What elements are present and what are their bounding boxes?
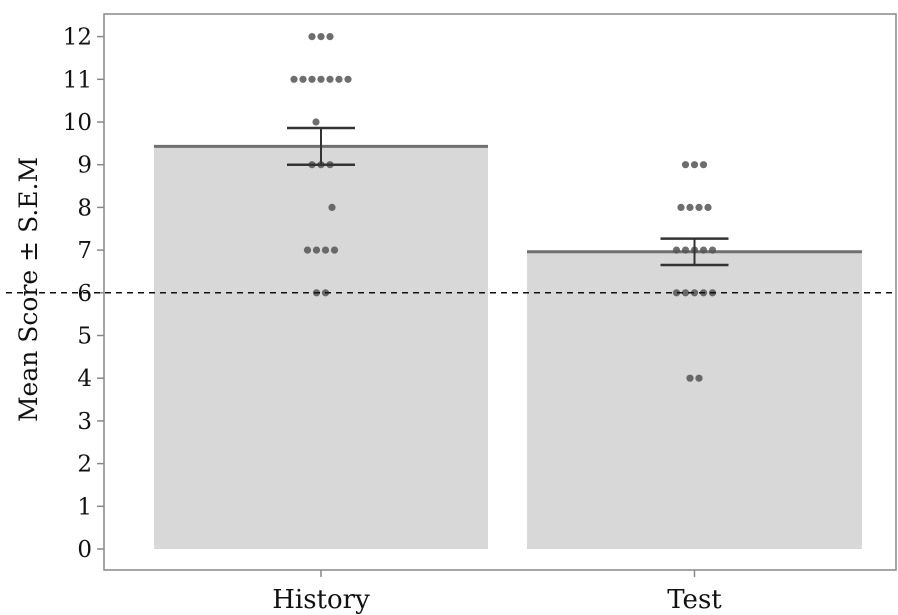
y-axis-title: Mean Score ± S.E.M bbox=[14, 157, 43, 422]
data-point bbox=[681, 289, 690, 297]
data-point bbox=[330, 246, 339, 254]
y-tick-label: 2 bbox=[77, 452, 92, 478]
y-tick-label: 12 bbox=[63, 25, 92, 51]
data-point bbox=[308, 33, 316, 41]
data-point bbox=[708, 246, 717, 254]
data-point bbox=[690, 161, 699, 169]
y-tick-label: 8 bbox=[77, 195, 92, 221]
bar-test bbox=[527, 251, 862, 550]
bar-history bbox=[154, 146, 488, 550]
y-tick-label: 1 bbox=[77, 494, 92, 520]
data-point bbox=[326, 33, 334, 41]
y-tick-label: 7 bbox=[77, 238, 92, 264]
y-tick-label: 4 bbox=[77, 366, 92, 392]
data-point bbox=[321, 246, 330, 254]
data-point bbox=[686, 203, 694, 211]
x-axis: History Test bbox=[272, 570, 722, 615]
bars bbox=[154, 144, 862, 550]
data-point bbox=[704, 203, 712, 211]
data-point bbox=[699, 161, 708, 169]
error-bars bbox=[287, 126, 729, 267]
data-point bbox=[695, 374, 703, 382]
data-point bbox=[317, 33, 325, 41]
data-point bbox=[672, 246, 681, 254]
data-point bbox=[672, 289, 681, 297]
y-tick-label: 10 bbox=[63, 110, 92, 136]
data-point bbox=[303, 246, 312, 254]
data-point bbox=[690, 289, 699, 297]
y-tick-label: 0 bbox=[77, 537, 92, 563]
data-points bbox=[290, 33, 717, 382]
y-tick-label: 5 bbox=[77, 324, 92, 350]
data-point bbox=[312, 246, 321, 254]
y-tick-label: 6 bbox=[77, 281, 92, 307]
y-tick-label: 11 bbox=[63, 67, 92, 93]
data-point bbox=[312, 118, 320, 126]
y-tick-label: 9 bbox=[77, 153, 92, 179]
data-point bbox=[681, 161, 690, 169]
x-tick-label: History bbox=[272, 585, 370, 615]
data-point bbox=[317, 75, 325, 83]
data-point bbox=[699, 246, 708, 254]
plot-frame bbox=[103, 13, 897, 571]
data-point bbox=[326, 75, 334, 83]
x-tick-label: Test bbox=[667, 585, 722, 615]
data-point bbox=[695, 203, 703, 211]
data-point bbox=[328, 203, 336, 211]
data-point bbox=[686, 374, 694, 382]
data-point bbox=[308, 75, 316, 83]
data-point bbox=[299, 75, 307, 83]
data-point bbox=[344, 75, 352, 83]
data-point bbox=[681, 246, 690, 254]
data-point bbox=[677, 203, 685, 211]
data-point bbox=[335, 75, 343, 83]
y-tick-label: 3 bbox=[77, 409, 92, 435]
data-point bbox=[290, 75, 298, 83]
